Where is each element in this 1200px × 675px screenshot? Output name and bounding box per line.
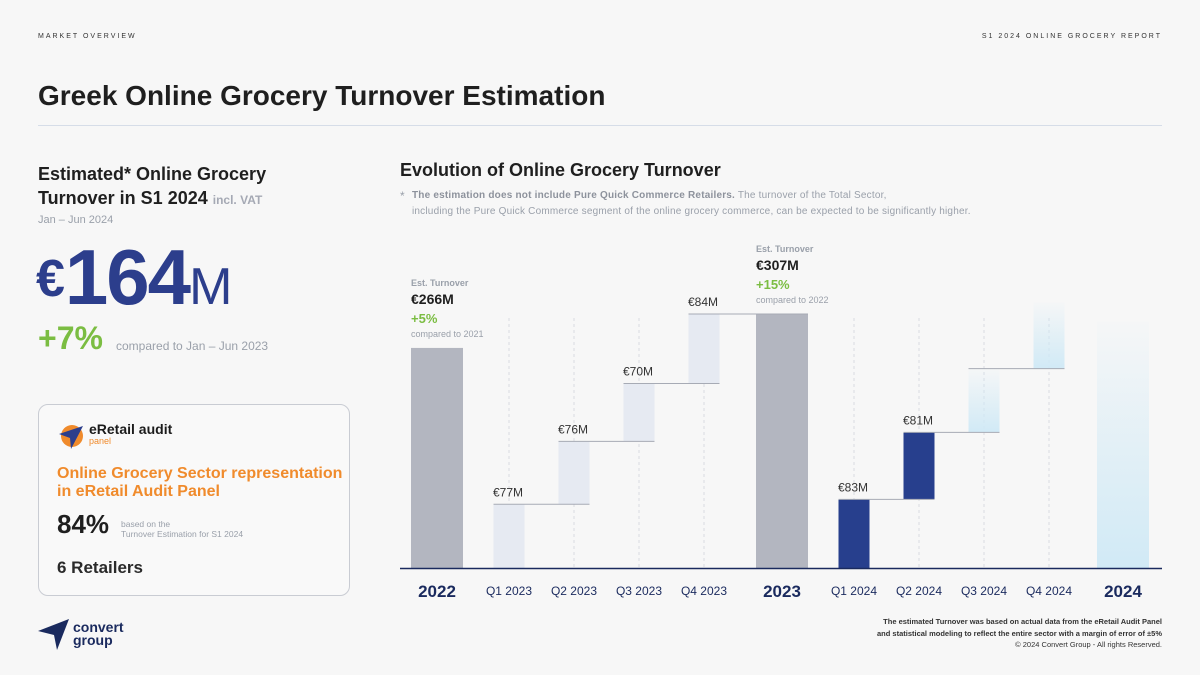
x-tick-label: 2022 (418, 582, 456, 601)
total-est-label: Est. Turnover (411, 278, 469, 288)
kpi-value: €164M (36, 232, 232, 323)
x-tick-label: Q1 2023 (486, 584, 532, 598)
page-title: Greek Online Grocery Turnover Estimation (38, 80, 606, 111)
total-value-label: €307M (756, 257, 799, 273)
value-label: €84M (688, 295, 718, 309)
kpi-unit: M (189, 258, 233, 316)
value-label: €77M (493, 485, 523, 499)
eretail-logo-sub: panel (89, 436, 112, 446)
value-label: €81M (903, 413, 933, 427)
bar-q4-2023 (688, 314, 720, 384)
x-tick-label: Q2 2024 (896, 584, 942, 598)
x-tick-label: Q3 2024 (961, 584, 1007, 598)
panel-note-line2: Turnover Estimation for S1 2024 (121, 529, 244, 539)
bar-q2-2023 (558, 441, 590, 505)
x-tick-label: 2023 (763, 582, 801, 601)
top-bar: MARKET OVERVIEW S1 2024 ONLINE GROCERY R… (38, 33, 1162, 43)
kpi-number: 164 (64, 233, 191, 321)
kpi-heading-line2: Turnover in S1 2024 (38, 188, 208, 208)
total-change-label: +15% (756, 277, 790, 292)
footer-note-line2: and statistical modeling to reflect the … (876, 629, 1162, 638)
footer-note: The estimated Turnover was based on actu… (877, 616, 1162, 640)
kpi-currency: € (36, 250, 65, 308)
kpi-heading-suffix: incl. VAT (212, 193, 263, 207)
chart-note-line1: The estimation does not include Pure Qui… (412, 188, 887, 204)
kpi-heading: Estimated* Online Grocery Turnover in S1… (38, 162, 358, 212)
total-compare-label: compared to 2021 (411, 329, 484, 339)
total-compare-label: compared to 2022 (756, 295, 829, 305)
bar-q3-2023 (623, 383, 655, 442)
x-tick-label: Q2 2023 (551, 584, 597, 598)
value-label: €83M (838, 480, 868, 494)
title-divider (38, 125, 1162, 126)
chart-note-rest: The turnover of the Total Sector, (735, 190, 887, 201)
chart-note-line2: including the Pure Quick Commerce segmen… (412, 206, 971, 217)
chart-title: Evolution of Online Grocery Turnover (400, 160, 721, 180)
bar-2023 (756, 314, 808, 568)
report-label: S1 2024 ONLINE GROCERY REPORT (981, 33, 1162, 40)
total-value-label: €266M (411, 291, 454, 307)
footer-copyright: © 2024 Convert Group - All rights Reserv… (1015, 640, 1162, 649)
footer-note-line1: The estimated Turnover was based on actu… (883, 617, 1162, 626)
logo-line1: convert (73, 619, 124, 635)
eretail-panel-card: eRetail audit panel Online Grocery Secto… (38, 404, 350, 596)
convert-group-logo-icon (38, 619, 69, 650)
panel-heading: Online Grocery Sector representation in … (57, 465, 343, 500)
chart-note-bold: The estimation does not include Pure Qui… (412, 190, 736, 201)
bar-q1-2024 (838, 499, 870, 568)
bar-q2-2024 (903, 432, 935, 500)
section-label: MARKET OVERVIEW (38, 33, 137, 40)
panel-note: based on the Turnover Estimation for S1 … (121, 519, 301, 539)
panel-note-line1: based on the (121, 519, 171, 529)
bar-2024 (1097, 321, 1149, 568)
kpi-period: Jan – Jun 2024 (38, 214, 114, 226)
value-label: €76M (558, 422, 588, 436)
logo-line2: group (73, 632, 113, 648)
value-label: €70M (623, 364, 653, 378)
bar-q1-2023 (493, 504, 525, 568)
eretail-logo-icon (59, 425, 83, 449)
asterisk-icon: * (400, 189, 405, 203)
x-tick-label: 2024 (1104, 582, 1142, 601)
kpi-compare: compared to Jan – Jun 2023 (116, 339, 269, 353)
total-change-label: +5% (411, 311, 438, 326)
x-tick-label: Q4 2024 (1026, 584, 1072, 598)
panel-percentage: 84% (57, 509, 110, 539)
total-est-label: Est. Turnover (756, 244, 814, 254)
panel-retailers: 6 Retailers (57, 558, 143, 577)
eretail-logo-text: eRetail audit (89, 421, 173, 437)
convert-group-logo-text: convert group (73, 619, 124, 648)
kpi-change: +7% (38, 320, 103, 356)
x-tick-label: Q1 2024 (831, 584, 877, 598)
bar-q3-2024 (968, 368, 1000, 433)
bar-q4-2024 (1033, 302, 1065, 369)
x-tick-label: Q3 2023 (616, 584, 662, 598)
bar-2022 (411, 347, 463, 568)
x-tick-label: Q4 2023 (681, 584, 727, 598)
kpi-heading-line1: Estimated* Online Grocery (38, 164, 267, 184)
